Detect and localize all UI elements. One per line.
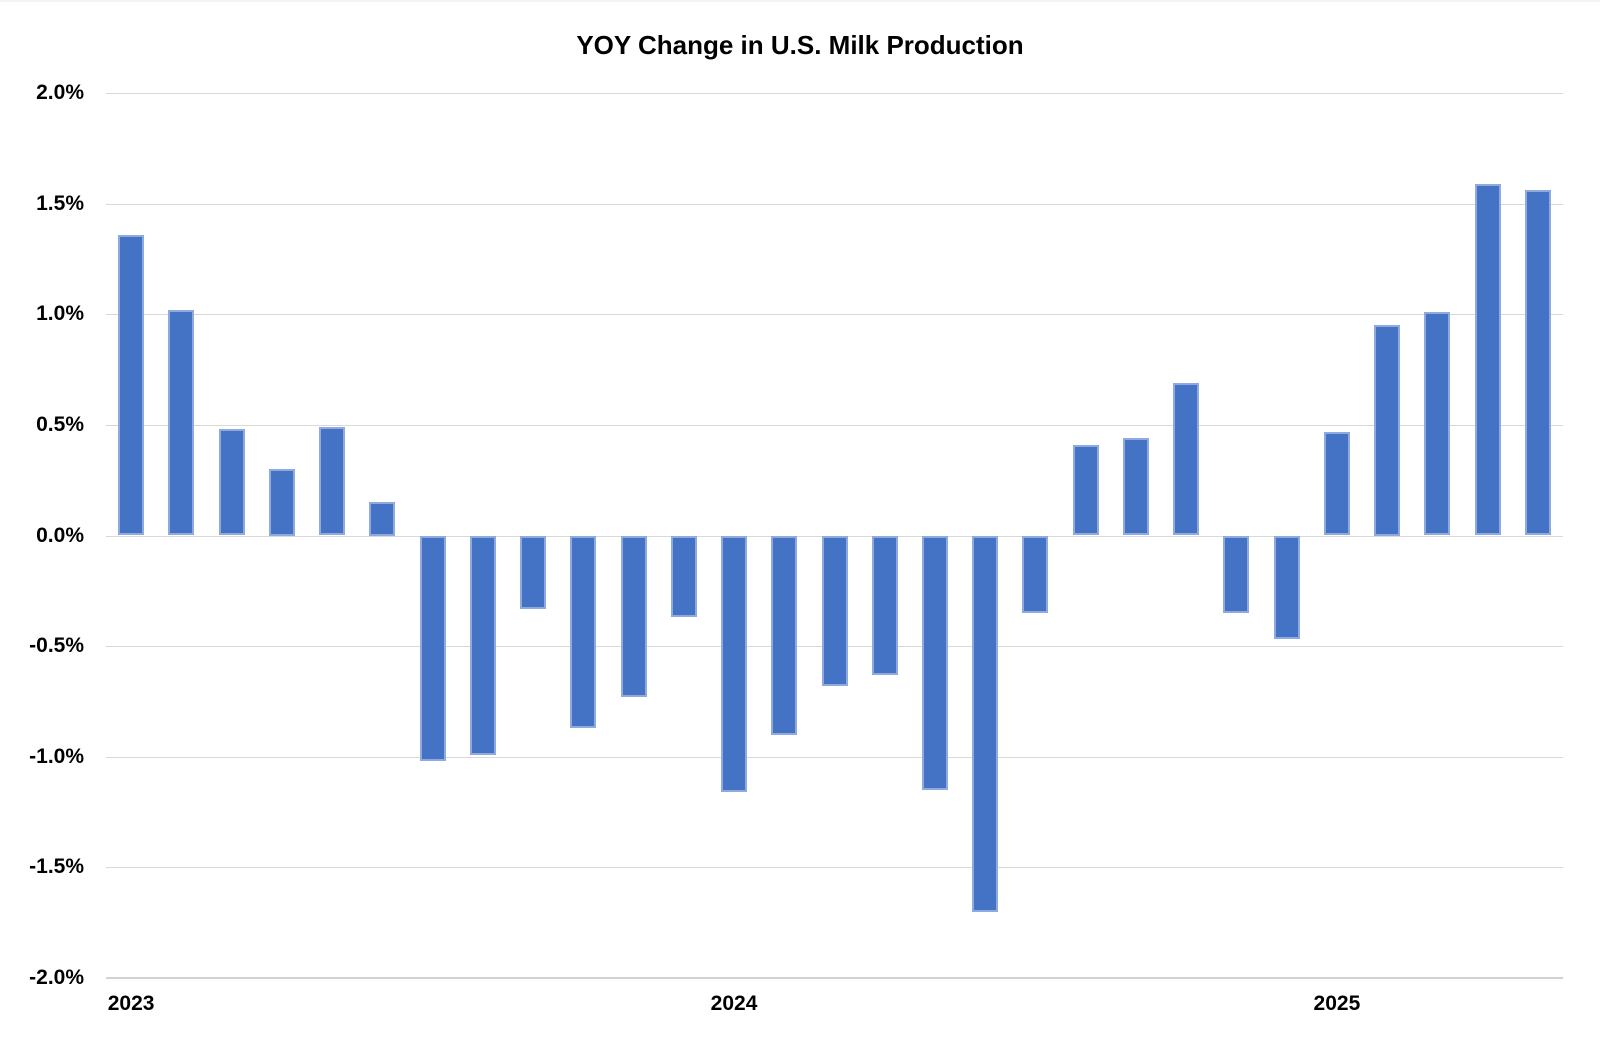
bar-2024-10 [1173,382,1200,536]
bar-2023-12 [670,535,697,618]
gridline [106,203,1563,205]
bar-2024-12 [1273,535,1300,640]
bar-2023-07 [419,535,446,762]
bar-2024-06 [972,535,999,912]
bar-2025-01 [1323,431,1350,536]
gridline [106,756,1563,758]
bar-2023-08 [469,535,496,755]
x-tick-label-2025: 2025 [1313,992,1361,1015]
y-tick-label: -1.0% [29,744,84,768]
bar-2024-11 [1223,535,1250,613]
bar-2024-04 [871,535,898,675]
y-tick-label: -1.5% [29,855,84,879]
y-tick-label: -2.0% [29,966,84,989]
bar-2025-05 [1524,190,1551,536]
bar-2024-01 [721,535,748,793]
x-tick-label-2023: 2023 [107,992,155,1015]
bar-2024-03 [821,535,848,686]
bar-2023-09 [520,535,547,609]
plot-area [106,93,1563,979]
bar-2023-10 [570,535,597,728]
gridline [106,424,1563,426]
bar-2025-04 [1474,183,1501,536]
y-tick-label: 0.0% [36,523,84,547]
bar-2024-05 [921,535,948,790]
y-tick-label: 0.5% [36,412,84,436]
bar-2025-03 [1424,312,1451,536]
y-tick-label: -0.5% [29,634,84,658]
bar-2023-11 [620,535,647,697]
y-tick-label: 1.0% [36,302,84,326]
x-tick-label-2024: 2024 [710,992,758,1015]
bar-2023-01 [118,234,145,536]
gridline [106,314,1563,316]
bar-2024-09 [1122,438,1149,536]
bar-2023-05 [319,427,346,536]
bar-2025-02 [1374,325,1401,536]
bar-2024-02 [771,535,798,735]
bar-2023-03 [218,429,245,536]
x-axis-line [106,977,1563,979]
bar-2024-07 [1022,535,1049,613]
bar-2023-04 [268,469,295,536]
y-tick-label: 2.0% [36,81,84,104]
y-tick-label: 1.5% [36,191,84,215]
bar-2023-06 [369,502,396,536]
chart-title: YOY Change in U.S. Milk Production [576,30,1024,60]
bar-2024-08 [1072,444,1099,536]
bar-2023-02 [168,309,195,536]
gridline [106,93,1563,94]
gridline [106,867,1563,869]
